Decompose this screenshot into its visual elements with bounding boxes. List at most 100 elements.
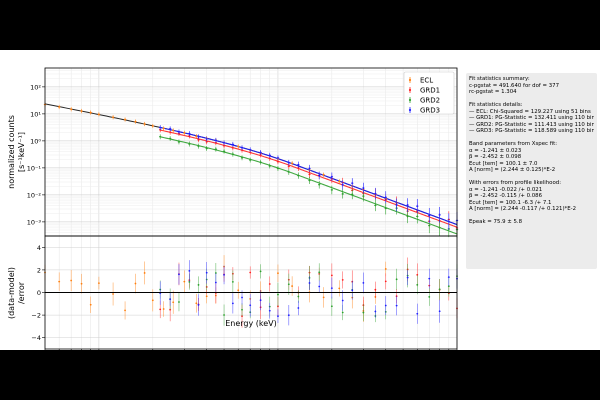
data-point-grd2 <box>330 189 333 191</box>
data-point-grd2 <box>268 165 271 167</box>
legend-label: GRD1 <box>420 87 440 95</box>
residual-point-grd3 <box>268 309 271 312</box>
bottom-y-tick-label: −2 <box>31 312 41 320</box>
residual-point-grd2 <box>297 295 300 298</box>
residual-point-ecl <box>134 282 137 285</box>
residual-point-ecl <box>338 287 341 290</box>
data-point-grd2 <box>438 226 441 229</box>
residual-point-grd3 <box>259 299 262 302</box>
residual-point-grd1 <box>159 308 162 311</box>
residual-point-grd3 <box>384 304 387 307</box>
top-ylabel-line1: normalized counts <box>7 115 16 189</box>
data-point-grd1 <box>259 154 262 156</box>
data-point-grd3 <box>259 151 262 154</box>
data-point-grd2 <box>205 147 208 150</box>
legend-label: GRD2 <box>420 97 440 105</box>
top-y-tick-label: 10⁰ <box>30 137 41 145</box>
residual-point-grd1 <box>249 271 252 274</box>
band-title: Band parameters from Xspec fit: <box>469 141 558 147</box>
residual-point-grd3 <box>308 282 311 284</box>
data-point-grd2 <box>277 167 279 170</box>
residual-point-grd3 <box>169 298 172 301</box>
data-point-grd2 <box>362 195 365 198</box>
data-point-ecl <box>291 162 294 165</box>
data-point-grd3 <box>188 132 191 135</box>
data-point-grd3 <box>223 141 225 144</box>
residual-point-ecl <box>143 272 146 274</box>
residual-point-grd3 <box>197 304 200 306</box>
residual-point-grd3 <box>416 312 419 315</box>
residual-point-grd1 <box>330 274 333 277</box>
residual-point-grd3 <box>178 273 180 276</box>
data-point-grd3 <box>277 156 279 159</box>
residual-point-grd3 <box>297 307 300 309</box>
data-point-grd1 <box>241 149 243 152</box>
bottom-y-tick-label: 0 <box>37 289 41 297</box>
top-y-tick-label: 10⁻³ <box>27 218 42 226</box>
residual-point-grd3 <box>318 285 321 288</box>
data-point-ecl <box>172 129 175 132</box>
band-beta: β = -2.452 ± 0.098 <box>469 154 522 160</box>
bottom-y-tick-label: −4 <box>31 334 41 342</box>
residual-point-grd3 <box>249 304 252 307</box>
data-point-grd3 <box>241 146 243 149</box>
data-point-grd3 <box>159 126 162 129</box>
x-axis-label: Energy (keV) <box>225 319 277 328</box>
data-point-ecl <box>97 113 100 116</box>
residual-point-ecl <box>291 285 294 287</box>
residual-point-ecl <box>80 282 83 285</box>
residual-point-grd3 <box>241 296 243 299</box>
data-point-grd3 <box>318 174 321 177</box>
residual-point-ecl <box>277 272 279 275</box>
data-point-grd2 <box>197 145 200 148</box>
residual-point-grd1 <box>384 280 387 283</box>
residual-point-grd3 <box>395 304 398 307</box>
data-point-grd3 <box>205 138 208 140</box>
legend-marker <box>408 78 412 82</box>
detail-grd3: — GRD3: PG-Statistic = 118.589 using 110… <box>469 128 594 134</box>
residual-point-ecl <box>70 279 73 282</box>
data-point-grd1 <box>249 151 252 154</box>
bottom-ylabel-line1: (data-model) <box>7 267 16 319</box>
residual-point-grd2 <box>287 283 290 286</box>
residual-point-ecl <box>237 289 240 292</box>
residual-point-ecl <box>124 309 126 312</box>
err-beta: β = -2.452 -0.115 /+ 0.086 <box>469 193 543 199</box>
residual-point-grd2 <box>395 278 398 281</box>
residual-point-ecl <box>89 303 92 306</box>
data-point-grd2 <box>374 204 377 207</box>
residual-point-grd3 <box>287 314 290 317</box>
data-point-grd3 <box>351 182 354 185</box>
detail-grd1: — GRD1: PG-Statistic = 132.411 using 110… <box>469 115 594 121</box>
fit-statistics-panel: Fit statistics summary: c-pgstat = 491.6… <box>466 73 597 269</box>
residual-point-ecl <box>112 293 114 295</box>
residual-point-grd2 <box>416 283 419 286</box>
residual-point-grd3 <box>205 271 208 274</box>
top-panel-data <box>43 102 459 239</box>
details-title: Fit statistics details: <box>469 102 523 108</box>
band-alpha: α = -1.241 ± 0.023 <box>469 147 522 154</box>
residual-point-ecl <box>172 301 175 304</box>
data-point-ecl <box>162 127 165 130</box>
band-ecut: Ecut [tem] = 100.1 ± 7.0 <box>469 160 538 167</box>
data-point-grd3 <box>169 127 172 130</box>
data-point-ecl <box>195 135 198 138</box>
data-point-ecl <box>112 116 114 119</box>
residual-point-grd2 <box>178 301 180 303</box>
top-ylabel-line2: [s⁻¹keV⁻¹] <box>17 132 26 172</box>
top-y-tick-label: 10⁻¹ <box>27 164 42 172</box>
residual-point-grd3 <box>438 310 441 313</box>
bottom-y-tick-label: 4 <box>37 244 41 252</box>
data-point-ecl <box>143 123 146 125</box>
data-point-grd1 <box>277 160 279 163</box>
legend-marker <box>408 98 412 102</box>
err-norm: A [norm] = (2.244 -0.117 /+ 0.121)*E-2 <box>469 206 577 212</box>
legend-label: ECL <box>420 77 433 85</box>
residual-point-grd2 <box>241 308 243 311</box>
data-point-grd1 <box>297 166 300 169</box>
residual-point-grd3 <box>351 289 354 292</box>
data-point-grd3 <box>447 220 450 223</box>
top-y-tick-label: 10⁻² <box>27 191 42 199</box>
residual-point-ecl <box>195 302 198 305</box>
residual-point-grd1 <box>341 279 344 281</box>
